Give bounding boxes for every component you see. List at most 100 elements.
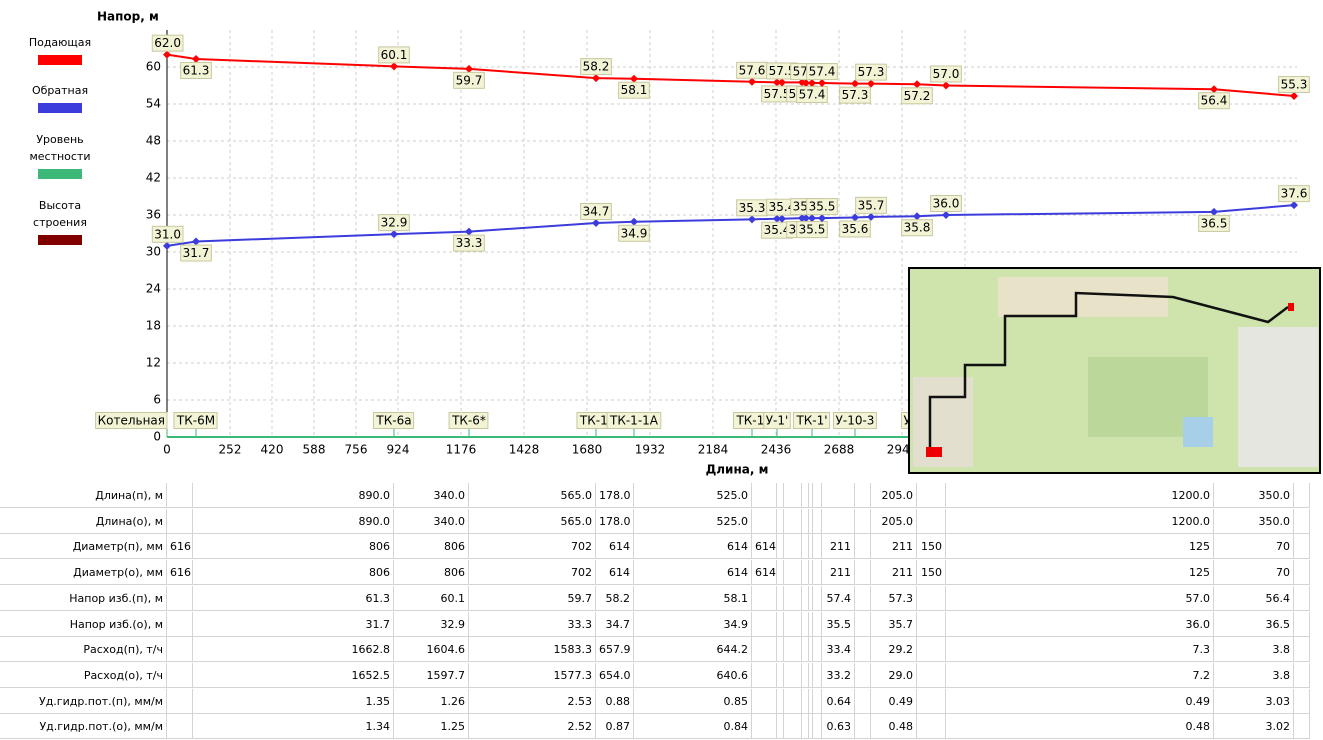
row-label: Диаметр(о), мм — [0, 560, 167, 586]
table-cell: 0.63 — [822, 714, 855, 740]
data-label-text: 35.7 — [858, 198, 885, 212]
table-cell — [802, 534, 809, 560]
row-label: Диаметр(п), мм — [0, 534, 167, 560]
row-label: Длина(о), м — [0, 508, 167, 534]
data-label: 35.6 — [839, 220, 871, 238]
table-cell: 340.0 — [394, 508, 469, 534]
table-cell — [855, 637, 871, 663]
table-cell: 657.9 — [596, 637, 634, 663]
table-cell: 59.7 — [469, 585, 596, 611]
table-cell — [806, 508, 813, 534]
table-cell: 565.0 — [469, 483, 596, 508]
table-cell: 614 — [596, 534, 634, 560]
node-name: ТК-6а — [375, 414, 411, 428]
table-cell: 211 — [822, 534, 855, 560]
table-cell — [752, 662, 777, 688]
row-label: Уд.гидр.пот.(о), мм/м — [0, 714, 167, 740]
table-cell: 3.02 — [1214, 714, 1294, 740]
data-label: 31.0 — [151, 225, 184, 243]
table-cell: 1583.3 — [469, 637, 596, 663]
point-marker — [851, 213, 859, 222]
table-cell — [806, 560, 813, 586]
table-cell — [812, 508, 822, 534]
table-cell: 29.2 — [871, 637, 917, 663]
table-cell: 806 — [394, 534, 469, 560]
data-label-box — [180, 61, 212, 79]
table-cell: 0.88 — [596, 688, 634, 714]
table-cell: 178.0 — [596, 483, 634, 508]
row-label: Расход(о), т/ч — [0, 662, 167, 688]
data-label: 58.1 — [618, 81, 650, 99]
data-label: 57.6 — [736, 61, 768, 79]
point-marker — [913, 80, 921, 89]
table-cell: 0.49 — [946, 688, 1214, 714]
map-area — [1238, 327, 1318, 467]
table-cell: 1.25 — [394, 714, 469, 740]
table-cell — [782, 508, 802, 534]
data-label: 57.4 — [806, 63, 838, 81]
point-marker — [748, 77, 756, 86]
legend-label: Высота строения — [33, 199, 87, 229]
node-name: ТК-1- — [579, 414, 612, 428]
table-cell — [812, 560, 822, 586]
data-label-box — [806, 198, 838, 216]
point-marker — [773, 78, 781, 87]
table-cell: 3.8 — [1214, 637, 1294, 663]
table-cell: 806 — [394, 560, 469, 586]
x-tick-label: 756 — [345, 443, 368, 457]
table-cell: 890.0 — [193, 483, 394, 508]
table-cell — [812, 534, 822, 560]
data-label-box — [901, 87, 933, 105]
data-label-text: 56.4 — [1201, 94, 1228, 108]
table-cell — [917, 637, 946, 663]
data-label-text: 32.9 — [381, 216, 408, 230]
table-cell: 60.1 — [394, 585, 469, 611]
point-marker — [802, 214, 810, 223]
table-cell — [1294, 560, 1310, 586]
data-label-text: 31.7 — [183, 246, 210, 260]
table-cell — [802, 637, 809, 663]
point-marker — [748, 215, 756, 224]
legend-label: Подающая — [28, 36, 92, 49]
table-cell — [1294, 508, 1310, 534]
table-cell: 0.85 — [634, 688, 752, 714]
data-label: 56.4 — [1198, 92, 1230, 110]
series-line — [166, 53, 1295, 97]
data-label-text: 59.7 — [456, 73, 483, 87]
table-cell — [806, 688, 813, 714]
table-cell — [1294, 483, 1310, 508]
map-water — [1183, 417, 1213, 447]
table-cell — [782, 483, 802, 508]
table-cell — [822, 508, 855, 534]
point-marker — [942, 81, 950, 90]
data-label-box — [855, 63, 887, 81]
node-label: ТК-6* — [448, 412, 489, 429]
data-label-text: 57.4 — [809, 65, 836, 79]
point-marker — [1210, 85, 1218, 94]
data-label-text: 57.5 — [769, 64, 796, 78]
table-cell — [806, 534, 813, 560]
table-cell: 31.7 — [193, 611, 394, 637]
table-cell: 890.0 — [193, 508, 394, 534]
table-cell — [777, 637, 784, 663]
node-box — [173, 412, 218, 429]
table-cell — [752, 483, 777, 508]
data-label-text: 58.1 — [621, 83, 648, 97]
table-cell — [812, 662, 822, 688]
node-name: Котельная — [98, 414, 165, 428]
table-cell: 0.49 — [871, 688, 917, 714]
data-label-text: 57.3 — [842, 88, 869, 102]
node-label: ТК-1-1А — [606, 412, 662, 429]
table-cell — [782, 714, 802, 740]
table-cell: 36.5 — [1214, 611, 1294, 637]
table-cell: 178.0 — [596, 508, 634, 534]
data-label: 57.3 — [855, 63, 887, 81]
data-label-text: 34.7 — [583, 205, 610, 219]
data-label-box — [855, 196, 887, 214]
legend-label: Уровень местности — [29, 133, 91, 163]
data-label-text: 35.4 — [764, 223, 791, 237]
data-label: 62.0 — [151, 34, 184, 52]
table-cell: 34.9 — [634, 611, 752, 637]
table-cell: 702 — [469, 560, 596, 586]
data-label: 36.0 — [930, 195, 962, 212]
